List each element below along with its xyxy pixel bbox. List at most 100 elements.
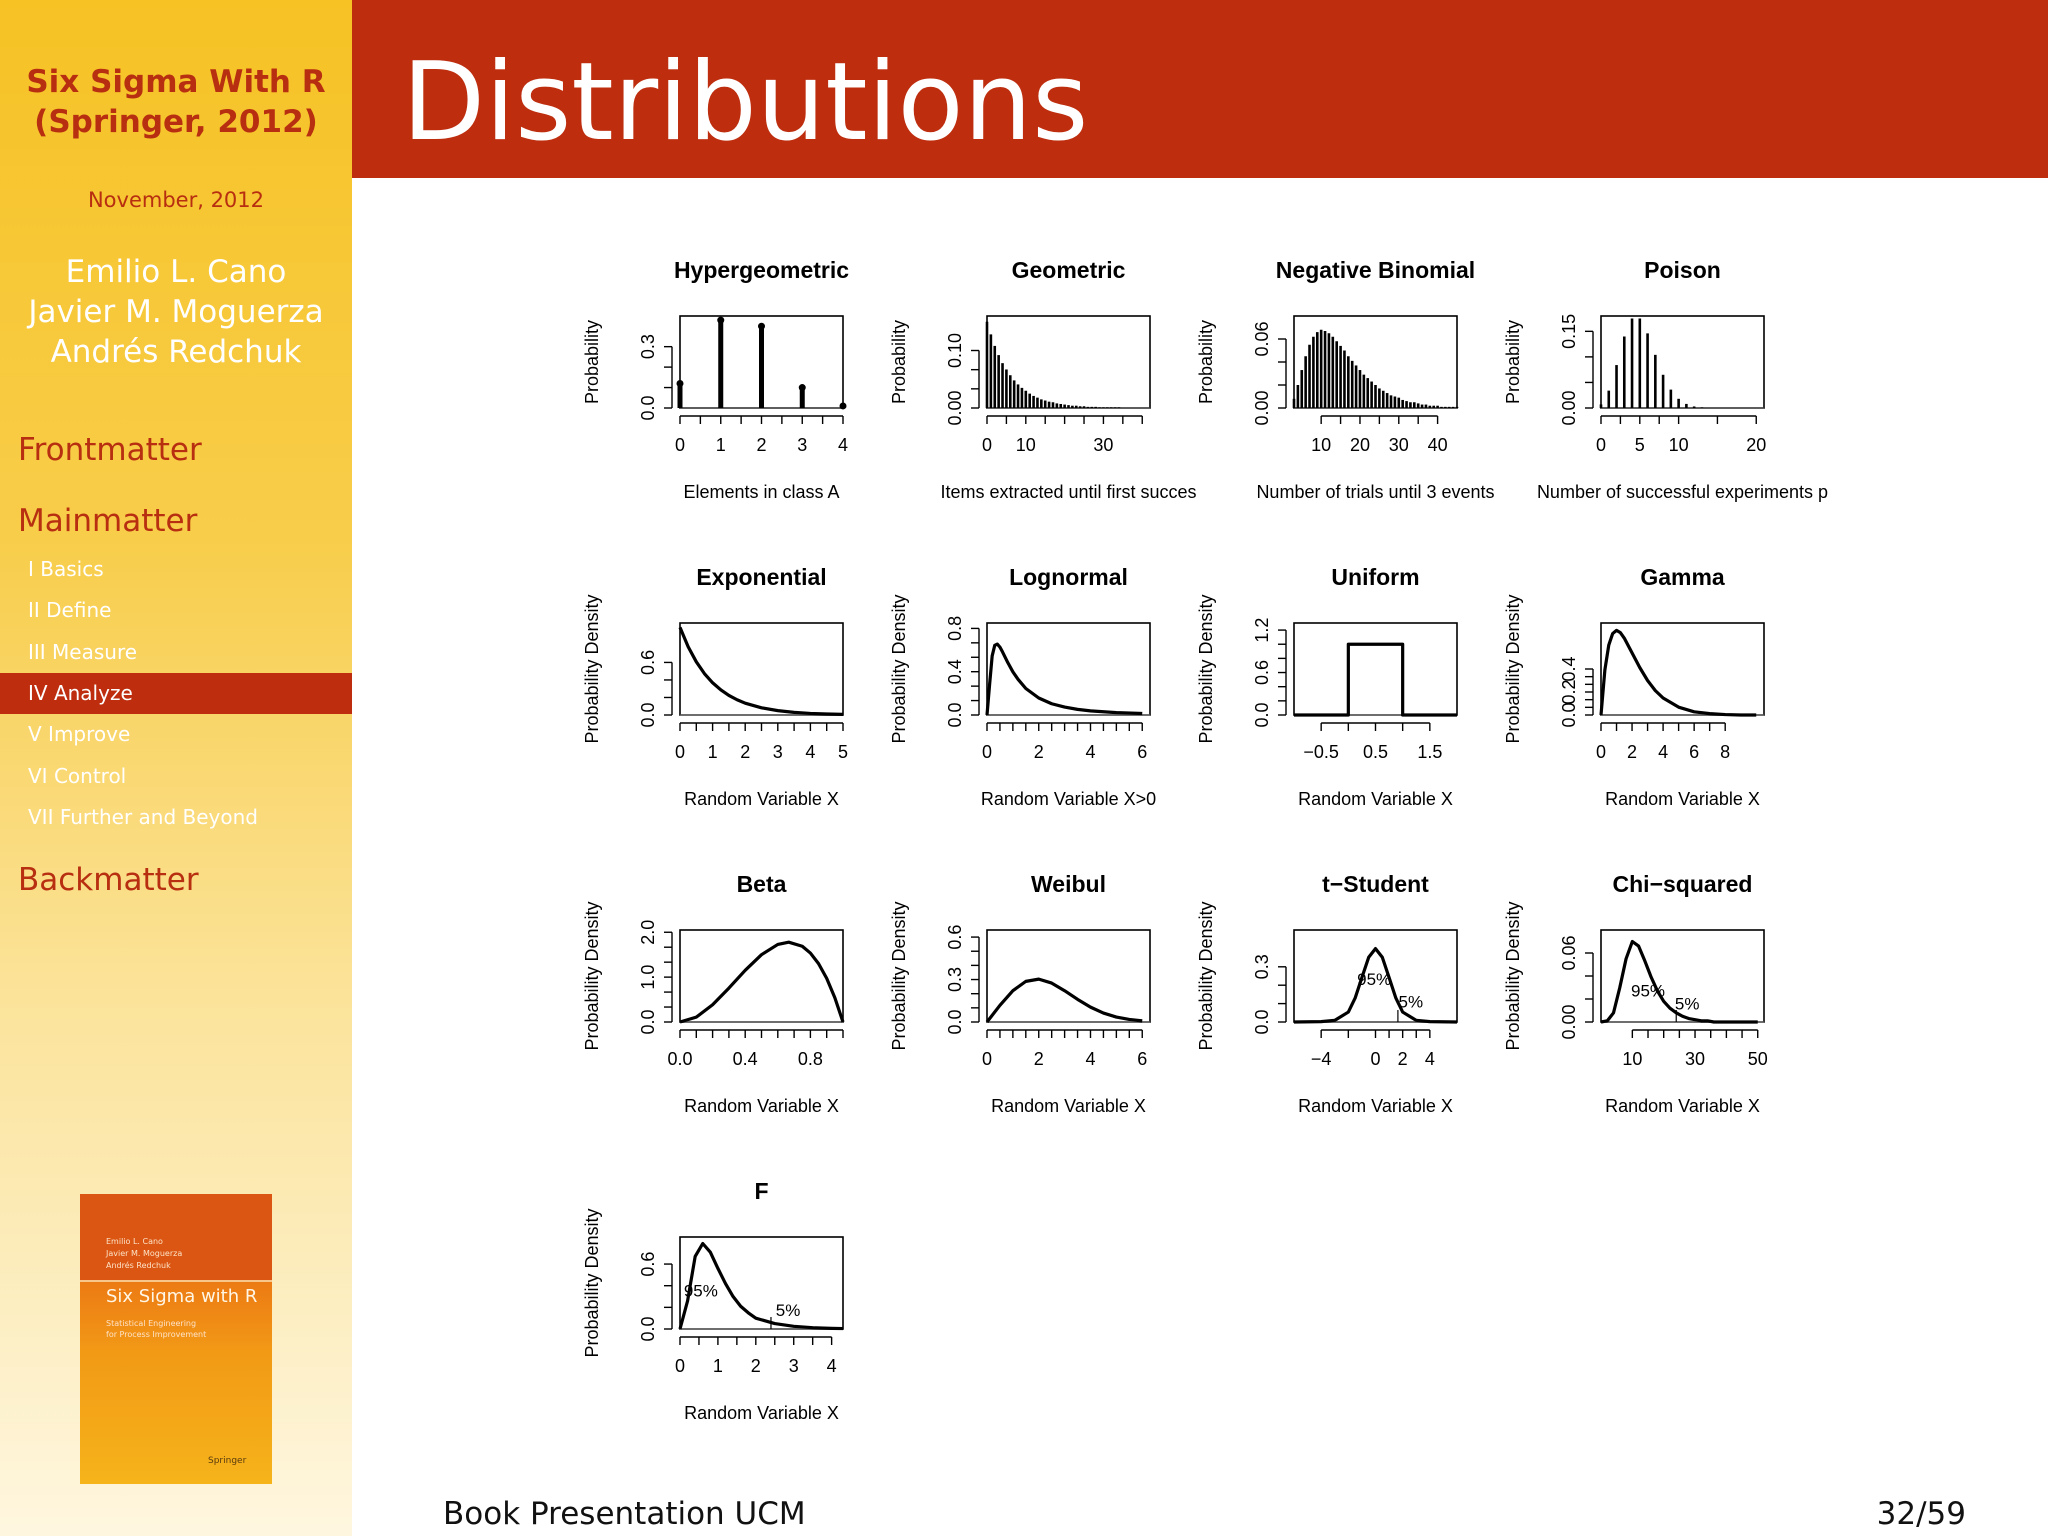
x-tick-label: 1 bbox=[708, 742, 718, 762]
cover-subtitle-1: Statistical Engineering bbox=[106, 1319, 197, 1328]
chart-panel-chi-squared: Chi−squared 10 30 50 0.00 0.06 Probability Den… bbox=[1503, 850, 1814, 1157]
cover-author-2: Javier M. Moguerza bbox=[106, 1249, 183, 1258]
y-tick-label: 0.0 bbox=[945, 1009, 965, 1034]
nav-part-define[interactable]: II Define bbox=[28, 598, 112, 622]
region-annotation: 95% bbox=[684, 1282, 718, 1301]
x-tick-label: 20 bbox=[1350, 435, 1370, 455]
chart-f: F 0 1 2 3 4 0.0 0.6 Probability Density Random Va… bbox=[582, 1178, 844, 1423]
y-tick-label: 0.2 bbox=[1559, 679, 1579, 704]
x-tick-label: 2 bbox=[1627, 742, 1637, 762]
nav-section-mainmatter[interactable]: Mainmatter bbox=[18, 503, 198, 539]
chart-title: Gamma bbox=[1640, 564, 1725, 590]
x-tick-label: 4 bbox=[1658, 742, 1668, 762]
y-tick-label: 0.0 bbox=[1252, 702, 1272, 727]
nav-section-backmatter[interactable]: Backmatter bbox=[18, 862, 199, 898]
x-tick-label: 3 bbox=[797, 435, 807, 455]
chart-geometric: Geometric 0 10 30 0.00 0.10 Probability Items e… bbox=[889, 257, 1197, 502]
nav-part-control[interactable]: VI Control bbox=[28, 764, 127, 788]
x-axis-label: Random Variable X bbox=[684, 1096, 839, 1116]
nav-part-further-and-beyond[interactable]: VII Further and Beyond bbox=[28, 805, 258, 829]
y-axis-label: Probability Density bbox=[1503, 901, 1523, 1050]
x-tick-label: 2 bbox=[756, 435, 766, 455]
y-tick-label: 1.0 bbox=[638, 965, 658, 990]
x-tick-label: 1 bbox=[713, 1356, 723, 1376]
plot-frame bbox=[986, 929, 1151, 1023]
footer-page-number: 32/59 bbox=[1876, 1496, 1966, 1532]
x-tick-label: −0.5 bbox=[1303, 742, 1339, 762]
region-annotation: 5% bbox=[1399, 992, 1424, 1011]
chart-panel-beta: Beta 0.0 0.4 0.8 0.0 1.0 2.0 Probability Densit… bbox=[582, 850, 893, 1157]
density-curve bbox=[1599, 628, 1757, 717]
x-tick-label: 4 bbox=[838, 435, 848, 455]
book-title[interactable]: Six Sigma With R (Springer, 2012) bbox=[0, 62, 352, 142]
plot-frame bbox=[1600, 622, 1765, 716]
y-axis-label: Probability Density bbox=[1196, 594, 1216, 743]
x-axis-label: Random Variable X bbox=[684, 1403, 839, 1423]
nav-part-analyze[interactable]: IV Analyze bbox=[0, 673, 352, 714]
nav-part-measure[interactable]: III Measure bbox=[28, 640, 138, 664]
x-tick-label: 10 bbox=[1016, 435, 1036, 455]
footer-presentation-name: Book Presentation UCM bbox=[443, 1496, 806, 1532]
x-tick-label: 50 bbox=[1748, 1049, 1768, 1069]
region-annotation: 5% bbox=[1675, 994, 1700, 1013]
slide-title: Distributions bbox=[402, 40, 1089, 165]
chart-title: Negative Binomial bbox=[1276, 257, 1475, 283]
x-tick-label: 0.5 bbox=[1363, 742, 1388, 762]
bar-cap bbox=[758, 322, 765, 330]
y-tick-label: 0.10 bbox=[945, 333, 965, 368]
region-annotation: 5% bbox=[776, 1301, 801, 1320]
chart-beta: Beta 0.0 0.4 0.8 0.0 1.0 2.0 Probability Densit… bbox=[582, 871, 845, 1116]
x-tick-label: 30 bbox=[1093, 435, 1113, 455]
nav-part-basics[interactable]: I Basics bbox=[28, 557, 104, 581]
x-tick-label: 10 bbox=[1669, 435, 1689, 455]
presentation-date: November, 2012 bbox=[87, 188, 265, 212]
chart-title: Chi−squared bbox=[1613, 871, 1753, 897]
density-curve bbox=[678, 1241, 844, 1331]
density-curve bbox=[1294, 642, 1457, 717]
y-axis-label: Probability Density bbox=[582, 901, 602, 1050]
x-tick-label: 1 bbox=[716, 435, 726, 455]
plot-frame bbox=[679, 929, 844, 1023]
sidebar: Six Sigma With R (Springer, 2012) Novemb… bbox=[0, 0, 352, 1536]
cover-author-3: Andrés Redchuk bbox=[106, 1261, 171, 1270]
x-tick-label: 6 bbox=[1689, 742, 1699, 762]
y-tick-label: 0.3 bbox=[945, 967, 965, 992]
bar-cap bbox=[676, 379, 684, 387]
y-tick-label: 0.6 bbox=[638, 1252, 658, 1277]
chart-title: Poison bbox=[1644, 257, 1721, 283]
chart-chi-squared: Chi−squared 10 30 50 0.00 0.06 Probability Den… bbox=[1503, 871, 1768, 1116]
chart-title: Beta bbox=[737, 871, 787, 897]
chart-panel-weibul: Weibul 0 2 4 6 0.0 0.3 0.6 Probability Density Ra… bbox=[889, 850, 1200, 1157]
region-annotation: 95% bbox=[1631, 982, 1665, 1001]
x-tick-label: 6 bbox=[1137, 1049, 1147, 1069]
x-tick-label: 8 bbox=[1720, 742, 1730, 762]
chart-gamma: Gamma 0 2 4 6 8 0.00.20.4 Probability Density Ra… bbox=[1503, 564, 1765, 809]
y-tick-label: 0.0 bbox=[638, 1316, 658, 1341]
x-tick-label: 10 bbox=[1311, 435, 1331, 455]
y-tick-label: 2.0 bbox=[638, 920, 658, 945]
y-tick-label: 0.00 bbox=[1559, 390, 1579, 425]
y-axis-label: Probability Density bbox=[582, 1208, 602, 1357]
x-tick-label: 0.0 bbox=[667, 1049, 692, 1069]
y-axis-label: Probability Density bbox=[582, 594, 602, 743]
x-tick-label: 1.5 bbox=[1417, 742, 1442, 762]
chart-panel-negative-binomial: Negative Binomial 10 20 30 40 0.00 0.06 Probabi… bbox=[1196, 236, 1507, 543]
x-axis-label: Random Variable X bbox=[1605, 789, 1760, 809]
y-tick-label: 0.00 bbox=[1252, 390, 1272, 425]
x-tick-label: 0 bbox=[675, 435, 685, 455]
y-tick-label: 0.3 bbox=[638, 334, 658, 359]
author-1: Emilio L. Cano bbox=[65, 254, 287, 290]
x-tick-label: 3 bbox=[789, 1356, 799, 1376]
book-title-line-1: Six Sigma With R bbox=[26, 64, 326, 100]
x-axis-label: Elements in class A bbox=[683, 482, 839, 502]
x-tick-label: 4 bbox=[1425, 1049, 1435, 1069]
nav-section-frontmatter[interactable]: Frontmatter bbox=[18, 432, 202, 468]
nav-part-improve[interactable]: V Improve bbox=[28, 722, 131, 746]
x-axis-label: Random Variable X>0 bbox=[981, 789, 1156, 809]
x-tick-label: 2 bbox=[1034, 1049, 1044, 1069]
chart-t-student: t−Student −4 0 2 4 0.0 0.3 Probability Density R… bbox=[1196, 871, 1458, 1116]
x-tick-label: 0 bbox=[1370, 1049, 1380, 1069]
x-tick-label: 20 bbox=[1746, 435, 1766, 455]
cover-divider bbox=[80, 1280, 272, 1282]
x-axis-label: Items extracted until first succes bbox=[940, 482, 1196, 502]
